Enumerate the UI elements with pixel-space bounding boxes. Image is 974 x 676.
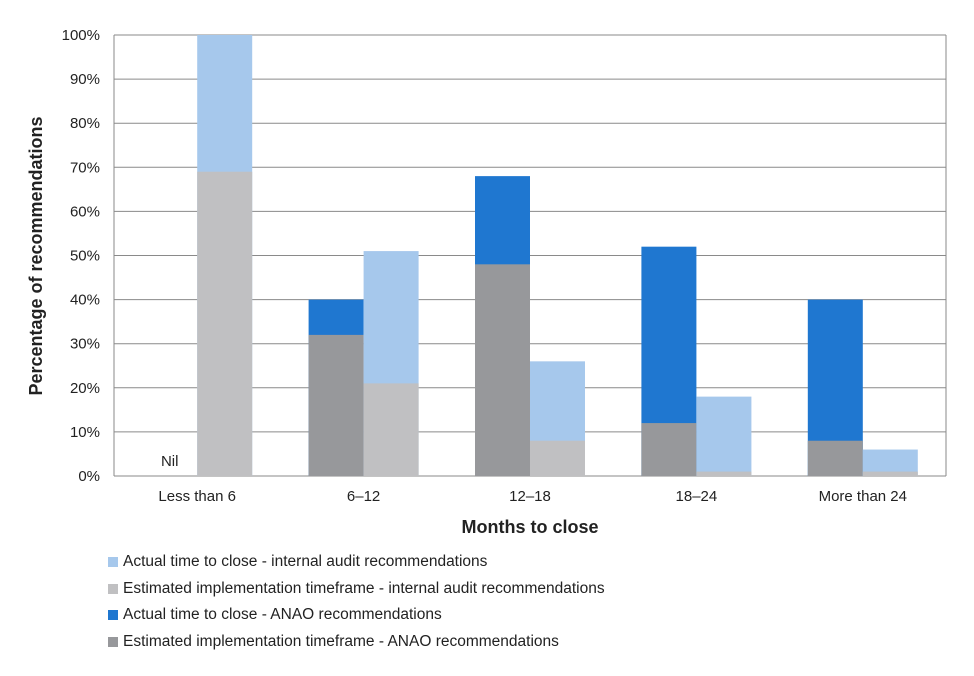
bars	[197, 35, 918, 476]
bar-anao-estimated	[807, 440, 863, 476]
annotations: Nil	[161, 453, 179, 470]
legend-label: Estimated implementation timeframe - ANA…	[123, 632, 559, 650]
y-tick-labels: 0% 10% 20% 30% 40% 50% 60% 70% 80% 90% 100%	[62, 27, 100, 485]
legend-swatch	[108, 557, 118, 568]
x-tick-labels: Less than 6 6–12 12–18 18–24 More than 24	[158, 488, 907, 505]
bar-anao-estimated	[308, 334, 364, 476]
legend-item: Actual time to close - ANAO recommendati…	[108, 602, 605, 629]
bar-internal-audit-estimated	[862, 471, 918, 476]
y-tick-label: 60%	[70, 203, 100, 220]
legend-swatch	[108, 610, 118, 621]
x-tick-label: More than 24	[819, 488, 907, 505]
x-tick-label: 12–18	[509, 488, 551, 505]
bar-internal-audit-estimated	[696, 471, 752, 476]
nil-annotation: Nil	[161, 453, 179, 470]
x-tick-label: Less than 6	[158, 488, 236, 505]
x-tick-label: 6–12	[347, 488, 380, 505]
y-tick-label: 70%	[70, 159, 100, 176]
x-tick-label: 18–24	[676, 488, 718, 505]
bar-internal-audit-actual	[696, 396, 752, 476]
y-tick-label: 20%	[70, 380, 100, 397]
y-tick-label: 90%	[70, 71, 100, 88]
y-tick-label: 30%	[70, 336, 100, 353]
bar-internal-audit-estimated	[363, 383, 419, 476]
y-tick-label: 50%	[70, 248, 100, 265]
x-axis-title: Months to close	[461, 517, 598, 537]
y-tick-label: 0%	[78, 468, 100, 485]
legend-label: Estimated implementation timeframe - int…	[123, 579, 605, 597]
y-tick-label: 10%	[70, 424, 100, 441]
y-axis-title: Percentage of recommendations	[26, 116, 46, 395]
bar-anao-estimated	[475, 264, 530, 476]
legend-item: Estimated implementation timeframe - int…	[108, 576, 605, 603]
y-tick-label: 100%	[62, 27, 100, 44]
legend-swatch	[108, 636, 118, 647]
bar-internal-audit-estimated	[197, 171, 253, 476]
bar-chart: 0% 10% 20% 30% 40% 50% 60% 70% 80% 90% 100% Less t…	[26, 27, 947, 537]
legend-label: Actual time to close - internal audit re…	[123, 553, 488, 571]
bar-internal-audit-estimated	[530, 440, 585, 476]
legend-label: Actual time to close - ANAO recommendati…	[123, 606, 442, 624]
legend: Actual time to close - internal audit re…	[108, 549, 605, 655]
legend-swatch	[108, 583, 118, 594]
y-tick-label: 40%	[70, 292, 100, 309]
legend-item: Actual time to close - internal audit re…	[108, 549, 605, 576]
y-tick-label: 80%	[70, 115, 100, 132]
bar-anao-estimated	[641, 423, 697, 476]
legend-item: Estimated implementation timeframe - ANA…	[108, 629, 605, 656]
